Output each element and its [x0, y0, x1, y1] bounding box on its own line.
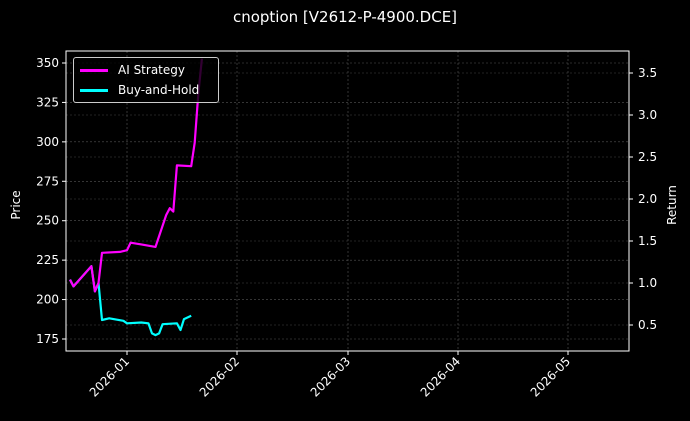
legend: AI Strategy Buy-and-Hold [73, 57, 219, 103]
price-tick-label: 275 [36, 174, 59, 188]
buy-and-hold-swatch-icon [80, 88, 108, 92]
price-axis: 175 200 225 250 275 300 325 350 [36, 56, 66, 346]
date-axis: 2026-01 2026-02 2026-03 2026-04 2026-05 [87, 351, 573, 400]
price-tick-label: 225 [36, 253, 59, 267]
price-tick-label: 350 [36, 56, 59, 70]
series-line [69, 58, 203, 293]
return-tick-label: 1.0 [638, 276, 657, 290]
return-tick-label: 2.5 [638, 150, 657, 164]
return-axis-label: Return [665, 185, 679, 225]
return-tick-label: 2.0 [638, 192, 657, 206]
date-tick-label: 2026-03 [308, 354, 353, 399]
return-tick-label: 3.5 [638, 66, 657, 80]
price-axis-label: Price [9, 190, 23, 219]
legend-item-ai-strategy: AI Strategy [74, 60, 185, 80]
ai-strategy-swatch-icon [80, 68, 108, 72]
legend-item-buy-and-hold: Buy-and-Hold [74, 80, 199, 100]
return-axis: 0.5 1.0 1.5 2.0 2.5 3.0 3.5 [629, 66, 657, 332]
return-tick-label: 0.5 [638, 318, 657, 332]
grid-lines [66, 51, 629, 351]
series-lines [69, 58, 203, 337]
date-tick-label: 2026-04 [418, 354, 463, 399]
date-tick-label: 2026-01 [87, 354, 132, 399]
price-tick-label: 250 [36, 214, 59, 228]
chart-title: cnoption [V2612-P-4900.DCE] [232, 8, 458, 26]
return-tick-label: 3.0 [638, 108, 657, 122]
date-tick-label: 2026-02 [197, 354, 242, 399]
price-tick-label: 325 [36, 95, 59, 109]
price-tick-label: 175 [36, 332, 59, 346]
return-tick-label: 1.5 [638, 234, 657, 248]
price-tick-label: 200 [36, 293, 59, 307]
date-tick-label: 2026-05 [528, 354, 573, 399]
price-tick-label: 300 [36, 135, 59, 149]
